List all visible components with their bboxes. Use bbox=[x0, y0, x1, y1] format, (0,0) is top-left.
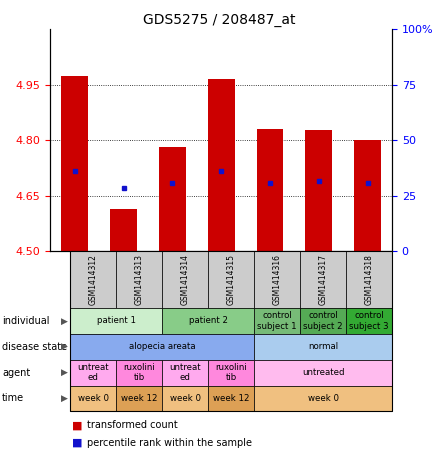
Text: week 0: week 0 bbox=[307, 394, 339, 403]
Text: untreated: untreated bbox=[302, 368, 344, 377]
Text: control
subject 1: control subject 1 bbox=[257, 311, 297, 331]
Text: ▶: ▶ bbox=[61, 368, 68, 377]
Text: disease state: disease state bbox=[2, 342, 67, 352]
Bar bbox=[354, 140, 381, 251]
Text: ■: ■ bbox=[72, 420, 83, 430]
Text: GSM1414313: GSM1414313 bbox=[134, 254, 144, 305]
Bar bbox=[305, 130, 332, 251]
Bar bbox=[208, 79, 235, 251]
Bar bbox=[61, 76, 88, 251]
Text: GSM1414314: GSM1414314 bbox=[180, 254, 190, 305]
Text: ▶: ▶ bbox=[61, 317, 68, 325]
Text: ■: ■ bbox=[72, 438, 83, 448]
Text: individual: individual bbox=[2, 316, 49, 326]
Text: transformed count: transformed count bbox=[87, 420, 177, 430]
Text: normal: normal bbox=[308, 342, 338, 351]
Bar bbox=[257, 129, 283, 251]
Bar bbox=[110, 209, 137, 251]
Text: percentile rank within the sample: percentile rank within the sample bbox=[87, 438, 252, 448]
Text: ▶: ▶ bbox=[61, 394, 68, 403]
Text: GSM1414315: GSM1414315 bbox=[226, 254, 236, 305]
Bar bbox=[159, 147, 186, 251]
Text: GDS5275 / 208487_at: GDS5275 / 208487_at bbox=[143, 13, 295, 27]
Text: control
subject 2: control subject 2 bbox=[303, 311, 343, 331]
Text: untreat
ed: untreat ed bbox=[169, 363, 201, 382]
Text: ruxolini
tib: ruxolini tib bbox=[215, 363, 247, 382]
Text: patient 1: patient 1 bbox=[96, 317, 136, 325]
Text: untreat
ed: untreat ed bbox=[77, 363, 109, 382]
Text: GSM1414316: GSM1414316 bbox=[272, 254, 282, 305]
Text: ruxolini
tib: ruxolini tib bbox=[123, 363, 155, 382]
Text: ▶: ▶ bbox=[61, 342, 68, 351]
Text: week 0: week 0 bbox=[170, 394, 201, 403]
Text: time: time bbox=[2, 393, 25, 404]
Text: week 12: week 12 bbox=[213, 394, 249, 403]
Text: control
subject 3: control subject 3 bbox=[349, 311, 389, 331]
Text: GSM1414317: GSM1414317 bbox=[318, 254, 328, 305]
Text: week 12: week 12 bbox=[121, 394, 157, 403]
Text: agent: agent bbox=[2, 367, 30, 378]
Text: alopecia areata: alopecia areata bbox=[129, 342, 195, 351]
Text: GSM1414312: GSM1414312 bbox=[88, 254, 98, 305]
Text: GSM1414318: GSM1414318 bbox=[364, 254, 374, 305]
Text: week 0: week 0 bbox=[78, 394, 109, 403]
Text: patient 2: patient 2 bbox=[188, 317, 228, 325]
